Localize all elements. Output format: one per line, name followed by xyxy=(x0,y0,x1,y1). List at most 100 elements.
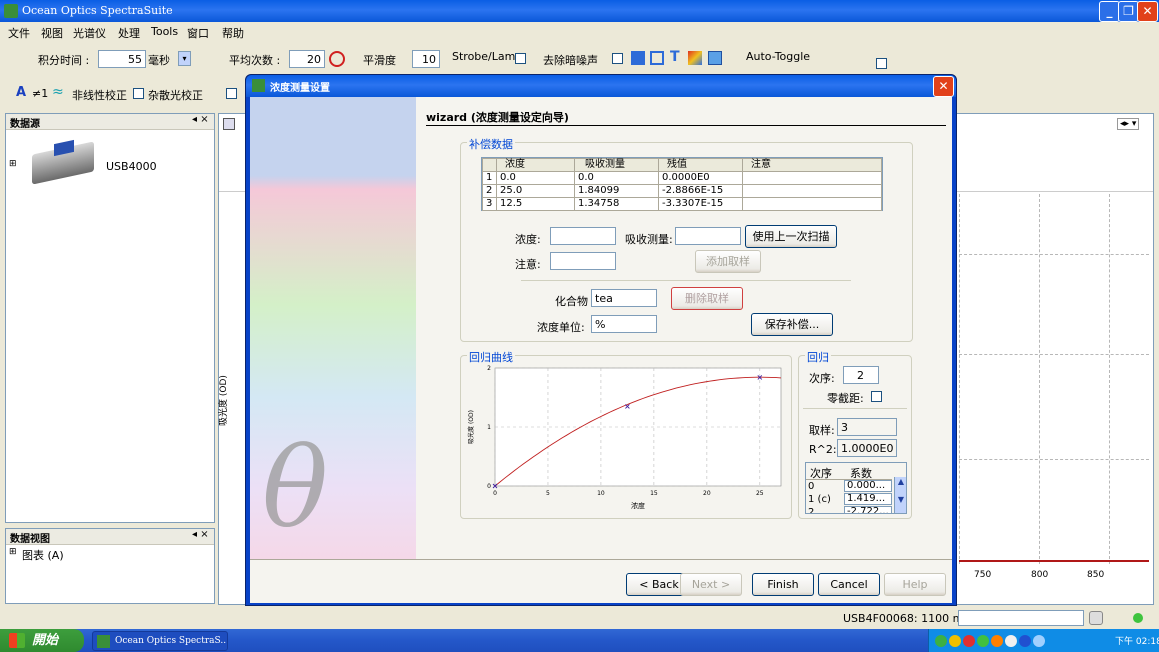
cell-absorbance[interactable]: 1.84099 xyxy=(574,184,659,198)
system-tray: 下午 02:18 xyxy=(928,629,1159,652)
toolbar-correction: A ≠1 ≈ 非线性校正 杂散光校正 xyxy=(0,80,250,106)
cell-note[interactable] xyxy=(742,184,882,198)
delete-sample-button[interactable]: 删除取样 xyxy=(671,287,743,310)
cell-absorbance[interactable]: 1.34758 xyxy=(574,197,659,211)
y-tick-label: 1 xyxy=(487,424,491,431)
note-input[interactable] xyxy=(550,252,616,270)
chart-tab-icon[interactable] xyxy=(223,118,235,130)
menu-file[interactable]: 文件 xyxy=(8,27,30,40)
absorbance-input[interactable] xyxy=(675,227,741,245)
taskbar: 開始 Ocean Optics SpectraS... 下午 02:18 xyxy=(0,629,1159,652)
cell-concentration[interactable]: 25.0 xyxy=(496,184,575,198)
menu-tools[interactable]: Tools xyxy=(151,25,179,38)
regression-curve-group: 回归曲线 0 5 10 15 20 25 0 1 2 浓度 吸光度 (OD) xyxy=(460,349,792,519)
table-row[interactable]: 3 12.5 1.34758 -3.3307E-15 xyxy=(482,197,882,211)
cancel-button[interactable]: Cancel xyxy=(818,573,880,596)
menu-help[interactable]: 帮助 xyxy=(222,27,244,40)
integration-time-input[interactable]: 55 xyxy=(98,50,146,68)
cell-note[interactable] xyxy=(742,197,882,211)
cell-residual[interactable]: -3.3307E-15 xyxy=(658,197,743,211)
start-button[interactable]: 開始 xyxy=(0,629,84,652)
bg-plot xyxy=(229,194,1149,564)
tray-icon[interactable] xyxy=(991,635,1003,647)
cell-absorbance[interactable]: 0.0 xyxy=(574,171,659,185)
strobe-lamp-checkbox[interactable] xyxy=(515,53,526,64)
tray-icon[interactable] xyxy=(949,635,961,647)
unit-dropdown-icon[interactable]: ▾ xyxy=(178,51,191,66)
regression-divider xyxy=(803,408,907,409)
image-icon[interactable] xyxy=(708,51,722,65)
ne1-button[interactable]: ≠1 xyxy=(32,87,49,100)
stray-light-checkbox[interactable] xyxy=(133,88,144,99)
maximize-button[interactable]: ❐ xyxy=(1118,1,1139,22)
absorbance-mode-button[interactable]: A xyxy=(16,85,27,100)
concentration-label: 浓度: xyxy=(515,233,541,246)
table-row[interactable]: 2 25.0 1.84099 -2.8866E-15 xyxy=(482,184,882,198)
coef-col-order: 次序 xyxy=(810,467,832,480)
chart-tree-item[interactable]: 图表 (A) xyxy=(22,549,64,562)
coef-col-value: 系数 xyxy=(850,467,872,480)
wave-icon[interactable]: ≈ xyxy=(52,84,64,100)
table-header-cell[interactable]: 吸收测量 xyxy=(574,158,659,172)
tray-icon[interactable] xyxy=(935,635,947,647)
menu-spectrometer[interactable]: 光谱仪 xyxy=(73,27,106,40)
tray-icon[interactable] xyxy=(977,635,989,647)
scope-mode-icon[interactable] xyxy=(631,51,645,65)
tray-icon[interactable] xyxy=(1019,635,1031,647)
cell-residual[interactable]: 0.0000E0 xyxy=(658,171,743,185)
integration-unit-select[interactable]: 毫秒 xyxy=(148,54,170,67)
dialog-close-button[interactable]: ✕ xyxy=(933,76,954,97)
cell-note[interactable] xyxy=(742,171,882,185)
table-header-cell[interactable]: 注意 xyxy=(742,158,882,172)
dialog-body: θ wizard (浓度测量设定向导) 补偿数据 浓度 吸收测量 残值 注意 1 xyxy=(250,97,952,603)
average-input[interactable]: 20 xyxy=(289,50,325,68)
extra-checkbox[interactable] xyxy=(226,88,237,99)
tray-icon[interactable] xyxy=(963,635,975,647)
close-button[interactable]: ✕ xyxy=(1137,1,1158,22)
table-row[interactable]: 1 0.0 0.0 0.0000E0 xyxy=(482,171,882,185)
order-spinner[interactable]: 2 xyxy=(843,366,879,384)
text-tool-icon[interactable]: T xyxy=(670,49,680,65)
concentration-input[interactable] xyxy=(550,227,616,245)
graph-color-icon[interactable] xyxy=(688,51,702,65)
table-header-cell[interactable]: 浓度 xyxy=(496,158,575,172)
tree-expand-icon[interactable]: ⊞ xyxy=(9,159,17,169)
menu-view[interactable]: 视图 xyxy=(41,27,63,40)
panel-close-icon[interactable]: ◂ × xyxy=(192,114,209,125)
menu-process[interactable]: 处理 xyxy=(118,27,140,40)
tray-icon[interactable] xyxy=(1033,635,1045,647)
coef-scrollbar[interactable]: ▲ ▼ xyxy=(894,477,906,513)
data-view-close-icon[interactable]: ◂ × xyxy=(192,529,209,540)
tray-icon[interactable] xyxy=(1005,635,1017,647)
stop-icon[interactable] xyxy=(329,51,345,67)
unit-input[interactable]: % xyxy=(591,315,657,333)
menu-bar: 文件 视图 光谱仪 处理 Tools 窗口 帮助 xyxy=(0,22,1159,42)
table-header-row: 浓度 吸收测量 残值 注意 xyxy=(482,158,882,172)
table-header-cell[interactable]: 残值 xyxy=(658,158,743,172)
use-last-scan-button[interactable]: 使用上一次扫描 xyxy=(745,225,837,248)
minimize-button[interactable]: _ xyxy=(1099,1,1120,22)
finish-button[interactable]: Finish xyxy=(752,573,814,596)
help-button[interactable]: Help xyxy=(884,573,946,596)
cell-concentration[interactable]: 0.0 xyxy=(496,171,575,185)
auto-toggle-checkbox[interactable] xyxy=(876,58,887,69)
zero-intercept-checkbox[interactable] xyxy=(871,391,882,402)
device-label[interactable]: USB4000 xyxy=(106,160,157,173)
compound-input[interactable]: tea xyxy=(591,289,657,307)
smoothing-input[interactable]: 10 xyxy=(412,50,440,68)
menu-window[interactable]: 窗口 xyxy=(187,27,209,40)
strobe-lamp-label: Strobe/Lam xyxy=(452,50,516,63)
dark-noise-checkbox[interactable] xyxy=(612,53,623,64)
cell-residual[interactable]: -2.8866E-15 xyxy=(658,184,743,198)
table-icon[interactable] xyxy=(650,51,664,65)
back-button[interactable]: < Back xyxy=(626,573,692,596)
save-compensation-button[interactable]: 保存补偿... xyxy=(751,313,833,336)
add-sample-button[interactable]: 添加取样 xyxy=(695,250,761,273)
chart-nav-icon[interactable]: ◂▸ ▾ xyxy=(1117,118,1140,130)
status-input[interactable] xyxy=(958,610,1084,626)
next-button[interactable]: Next > xyxy=(680,573,742,596)
cell-concentration[interactable]: 12.5 xyxy=(496,197,575,211)
status-settings-icon[interactable] xyxy=(1089,611,1103,625)
taskbar-app-button[interactable]: Ocean Optics SpectraS... xyxy=(92,631,228,651)
chart-tree-expand-icon[interactable]: ⊞ xyxy=(9,547,17,557)
